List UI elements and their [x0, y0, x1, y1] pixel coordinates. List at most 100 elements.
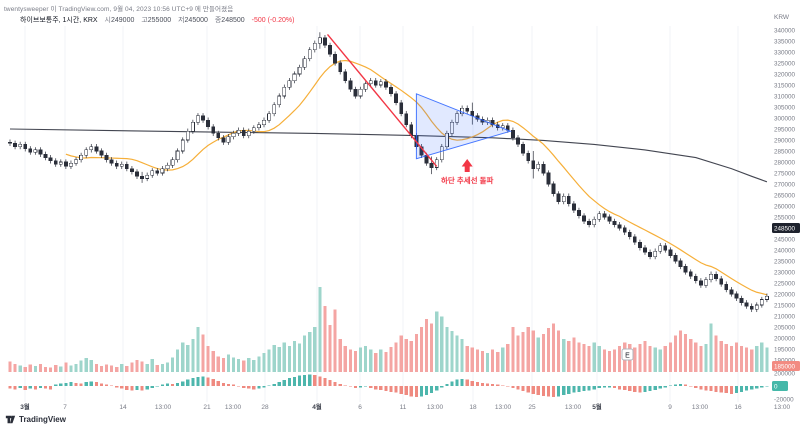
volume-bar [465, 345, 469, 372]
candle-body [292, 73, 297, 81]
volume-bar [424, 319, 429, 372]
histogram-bar [724, 386, 728, 394]
price-tick-label: 295000 [774, 126, 796, 133]
candle-body [89, 146, 94, 151]
volume-bar [297, 343, 302, 372]
price-tick-label: 275000 [774, 170, 796, 177]
candle-body [384, 81, 388, 88]
volume-bar [709, 323, 713, 372]
close-value: 248500 [221, 17, 245, 24]
candle-body [511, 129, 515, 139]
candle-body [328, 45, 332, 55]
price-tick-label: 270000 [774, 181, 796, 188]
candle-body [358, 89, 363, 97]
histogram-bar [562, 386, 566, 396]
candle-body [658, 245, 663, 252]
histogram-bar [435, 386, 439, 391]
tradingview-logo-text: TradingView [19, 415, 66, 424]
volume-bar [612, 349, 617, 372]
candle-body [389, 86, 393, 95]
volume-bar [170, 357, 175, 372]
candle-body [404, 113, 409, 125]
histogram-bar [414, 386, 418, 398]
candle-body [597, 213, 602, 220]
histogram-bar [633, 386, 637, 392]
candle-body [765, 295, 769, 300]
candle-body [180, 139, 185, 152]
histogram-bar [216, 380, 220, 386]
candle-body [48, 157, 53, 162]
candle-body [353, 89, 358, 97]
histogram-bar [262, 386, 266, 388]
histogram-bar [54, 384, 58, 386]
candle-body [693, 276, 698, 282]
histogram-bar [430, 386, 434, 394]
volume-bar [176, 349, 180, 372]
last-price-tag [772, 223, 800, 233]
histogram-bar [64, 382, 68, 386]
tradingview-logo[interactable]: TradingView [5, 414, 66, 425]
volume-bar [668, 342, 672, 372]
volume-bar [323, 306, 327, 372]
candle-body [170, 159, 175, 166]
volume-bar [196, 326, 200, 372]
candle-body [231, 133, 236, 137]
volume-bar [13, 364, 17, 372]
histogram-bar [130, 386, 134, 391]
volume-bar [673, 335, 678, 372]
candle-body [668, 249, 673, 256]
histogram-bar [465, 379, 469, 386]
last-price-tag-label: 248500 [774, 225, 796, 232]
volume-bar [206, 345, 210, 372]
price-tick-label: 230000 [774, 269, 796, 276]
time-axis-label: 13:00 [495, 404, 512, 411]
price-tick-label: 195000 [774, 346, 796, 353]
trendline [326, 33, 438, 167]
volume-bar [74, 364, 78, 372]
candle-body [185, 130, 190, 141]
volume-bar [252, 359, 256, 372]
price-tick-label: 235000 [774, 258, 796, 265]
volume-bar [587, 345, 591, 372]
candle-body [99, 150, 104, 156]
candle-body [607, 216, 612, 222]
candle-body [577, 210, 581, 217]
histogram-bar [734, 386, 739, 394]
histogram-bar [191, 378, 195, 386]
volume-bar [333, 309, 337, 372]
volume-bar [516, 335, 520, 372]
histogram-bar [440, 386, 444, 388]
price-tick-label: 245000 [774, 236, 796, 243]
volume-bar [247, 358, 251, 372]
histogram-bar [89, 381, 93, 386]
histogram-bar [653, 386, 657, 390]
histogram-bar [165, 383, 170, 386]
volume-bar [653, 347, 657, 372]
histogram-bar [8, 386, 12, 389]
histogram-bar [480, 382, 485, 386]
histogram-bar [557, 386, 561, 397]
histogram-bar [150, 386, 154, 388]
candle-body [104, 155, 109, 161]
histogram-bar [678, 384, 683, 386]
candle-body [119, 163, 124, 167]
volume-bar [69, 365, 73, 372]
histogram-bar [470, 380, 474, 386]
candle-body [43, 154, 48, 158]
volume-bar [231, 357, 236, 372]
candle-body [612, 221, 617, 225]
candle-body [582, 215, 586, 222]
volume-bar [546, 327, 551, 372]
volume-bar [211, 351, 215, 372]
histogram-bar [257, 386, 261, 389]
volume-bar [541, 333, 545, 372]
histogram-bar [287, 378, 291, 386]
volume-bar [714, 335, 718, 372]
histogram-bar [404, 386, 408, 396]
volume-bar [282, 342, 286, 372]
price-tick-label: 310000 [774, 93, 796, 100]
symbol-title: 하이브보통주, 1시간, KRX [20, 17, 98, 24]
price-tick-label: 205000 [774, 324, 796, 331]
volume-bar [739, 345, 744, 372]
